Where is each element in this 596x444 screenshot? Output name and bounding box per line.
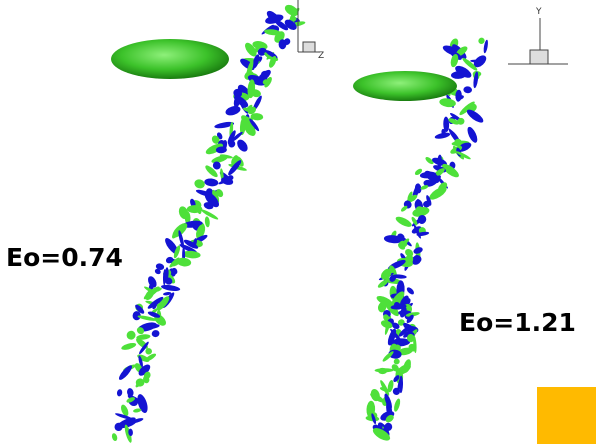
axis-triad-right xyxy=(508,18,568,64)
vortex-blob xyxy=(116,389,123,397)
vortex-blob xyxy=(200,208,219,221)
vortex-blob xyxy=(117,364,134,382)
vortex-blob xyxy=(393,398,402,412)
vortex-blob xyxy=(125,329,137,341)
color-swatch xyxy=(537,387,596,444)
vortex-blob xyxy=(145,348,152,355)
vortex-blob xyxy=(121,342,137,352)
page: Z Y Eo=0.74 Eo=1.21 (() => { const data … xyxy=(0,0,596,444)
vortex-blob xyxy=(161,284,181,292)
vortex-blob xyxy=(187,205,202,213)
vortex-blob xyxy=(406,286,416,296)
vortex-blob xyxy=(224,104,241,117)
vortex-blob xyxy=(204,178,219,187)
vortex-blob xyxy=(151,329,160,337)
bubble-left xyxy=(111,39,229,79)
axis-label: Y xyxy=(535,7,542,17)
vortex-blob xyxy=(193,178,206,189)
visualization: Z Y Eo=0.74 Eo=1.21 xyxy=(0,0,596,444)
eo-label: Eo=0.74 xyxy=(6,243,123,272)
vortex-blob xyxy=(111,433,118,442)
vortex-blob xyxy=(235,138,250,154)
vortex-blob xyxy=(466,125,480,144)
bubble-right xyxy=(353,71,457,101)
axis-label: Z xyxy=(318,51,324,61)
vortex-blob xyxy=(394,215,413,229)
vortex-blob xyxy=(463,86,472,94)
eo-label: Eo=1.21 xyxy=(459,308,576,337)
axis-triad-left xyxy=(298,0,320,52)
vortex-blob xyxy=(204,216,210,227)
vortex-blob xyxy=(393,358,400,365)
